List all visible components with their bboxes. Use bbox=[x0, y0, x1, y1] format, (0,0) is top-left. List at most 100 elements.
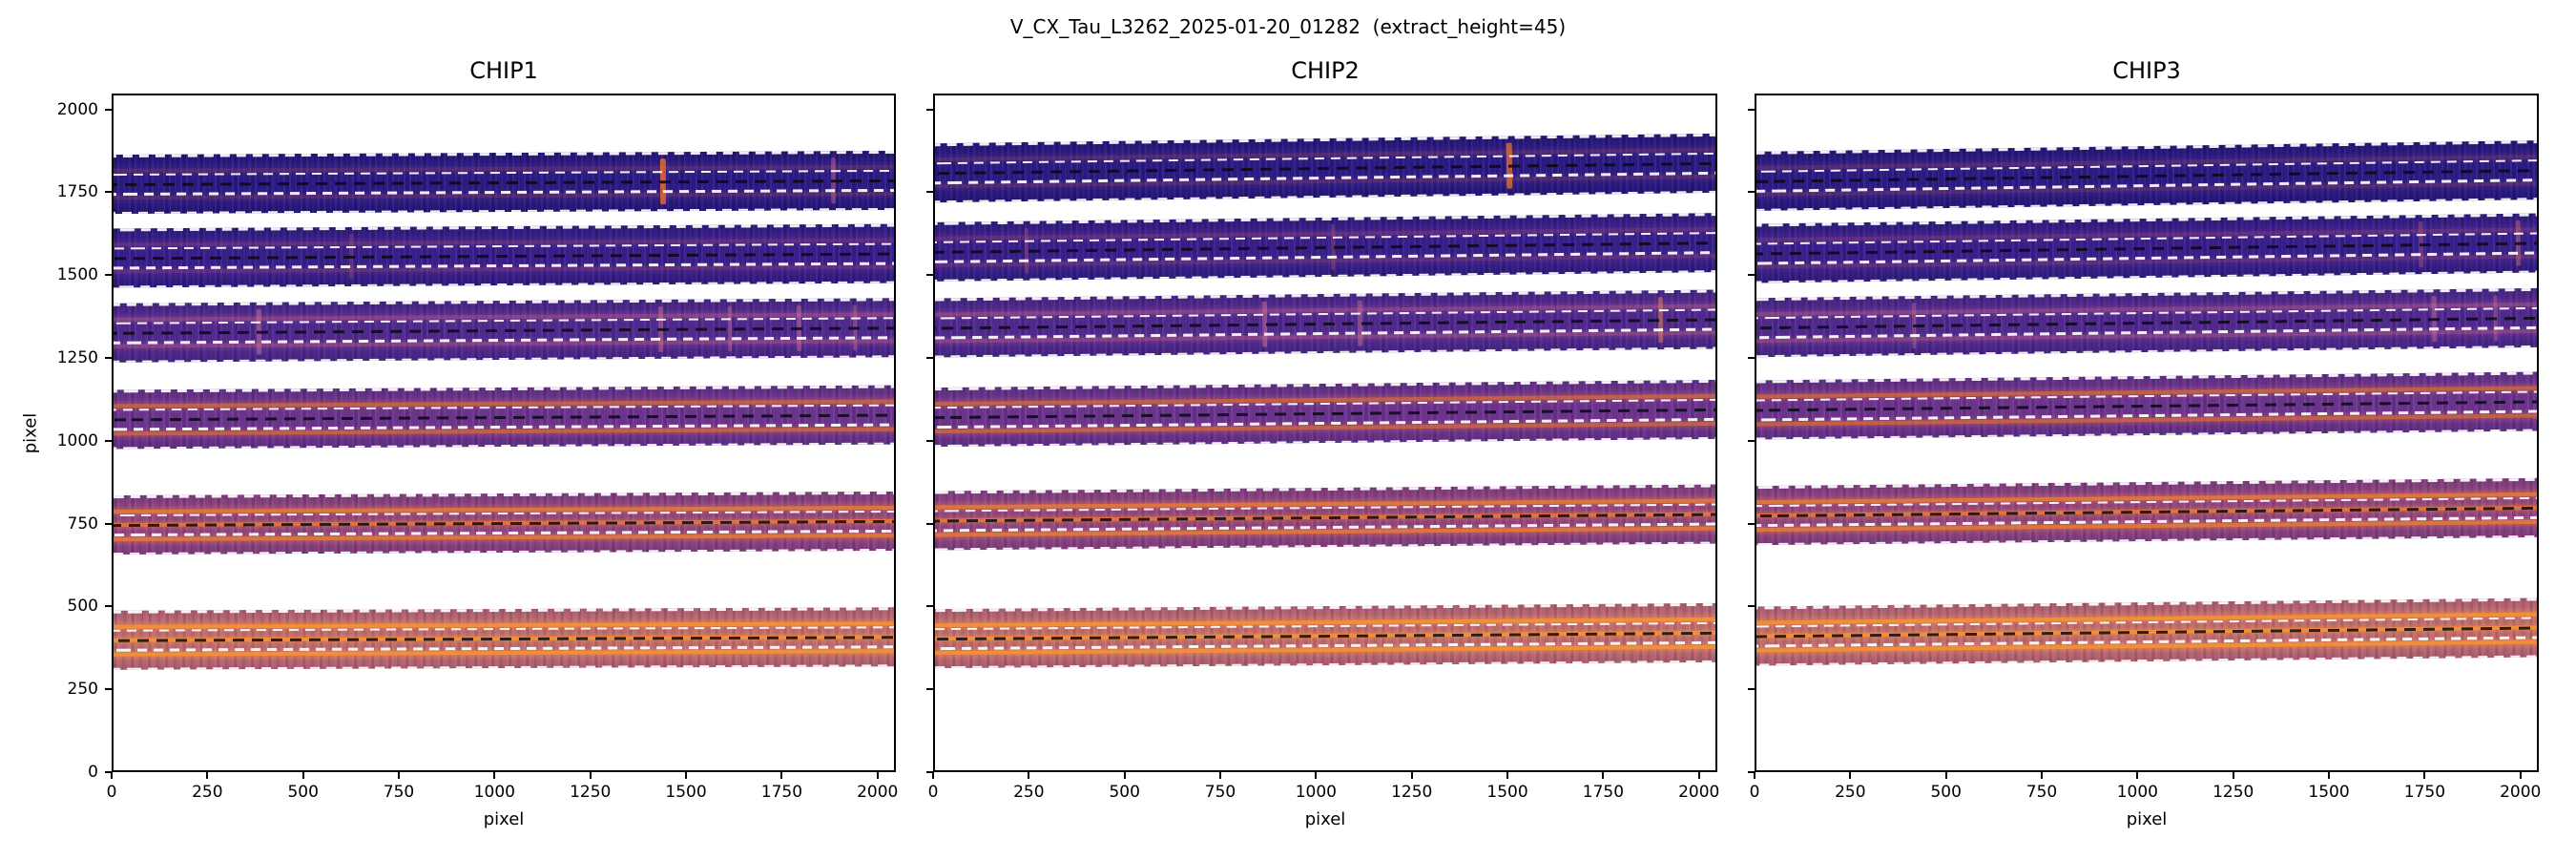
order-band bbox=[114, 150, 894, 215]
y-tick bbox=[1748, 688, 1755, 691]
y-tick bbox=[926, 771, 933, 773]
order-band bbox=[935, 289, 1715, 359]
order-band bbox=[935, 133, 1715, 203]
trace-guide-white bbox=[114, 298, 894, 306]
order-band bbox=[114, 385, 894, 450]
x-axis-label: pixel bbox=[483, 809, 525, 829]
order-band bbox=[114, 298, 894, 364]
trace-guide-white bbox=[935, 190, 1715, 203]
trace-guide-white bbox=[935, 270, 1715, 283]
trace-center-black bbox=[114, 636, 894, 642]
x-tick-label: 750 bbox=[1204, 783, 1236, 802]
trace-guide-white bbox=[1756, 345, 2537, 358]
y-tick-label: 1500 bbox=[56, 265, 98, 285]
order-band bbox=[1756, 213, 2537, 284]
trace-guide-white bbox=[114, 664, 894, 671]
y-axis-label: pixel bbox=[20, 412, 41, 453]
x-tick bbox=[2328, 772, 2331, 779]
x-tick bbox=[1506, 772, 1509, 779]
order-band bbox=[935, 213, 1715, 283]
y-tick bbox=[1748, 191, 1755, 194]
x-tick-label: 1500 bbox=[2308, 783, 2350, 802]
plot-area bbox=[1755, 94, 2539, 772]
y-tick-label: 750 bbox=[67, 513, 98, 534]
x-tick-label: 1250 bbox=[570, 783, 612, 802]
y-tick bbox=[926, 108, 933, 111]
x-tick bbox=[589, 772, 592, 779]
trace-guide-white bbox=[1756, 371, 2537, 383]
trace-guide-white bbox=[114, 355, 894, 364]
y-tick bbox=[926, 688, 933, 691]
trace-center-black bbox=[1756, 399, 2537, 412]
y-tick-label: 2000 bbox=[56, 99, 98, 119]
x-tick bbox=[780, 772, 783, 779]
x-tick bbox=[206, 772, 209, 779]
trace-guide-white bbox=[1756, 287, 2537, 301]
x-tick bbox=[493, 772, 496, 779]
x-tick-label: 2000 bbox=[2500, 783, 2542, 802]
x-tick bbox=[301, 772, 304, 779]
x-axis-label: pixel bbox=[1304, 809, 1346, 829]
order-band bbox=[1756, 287, 2537, 358]
x-tick bbox=[1944, 772, 1947, 779]
y-tick bbox=[1748, 522, 1755, 525]
x-tick bbox=[876, 772, 879, 779]
x-tick-label: 1500 bbox=[1486, 783, 1528, 802]
x-tick-label: 250 bbox=[1835, 783, 1866, 802]
y-tick bbox=[105, 274, 112, 277]
order-band bbox=[1756, 371, 2537, 440]
y-tick bbox=[105, 191, 112, 194]
trace-center-black bbox=[1756, 506, 2537, 517]
trace-guide-white bbox=[114, 151, 894, 157]
trace-center-black bbox=[114, 178, 894, 186]
trace-guide-white bbox=[935, 289, 1715, 302]
y-tick bbox=[926, 357, 933, 360]
x-tick-label: 1000 bbox=[473, 783, 515, 802]
x-tick-label: 500 bbox=[287, 783, 319, 802]
x-tick bbox=[1315, 772, 1318, 779]
trace-guide-white bbox=[1756, 477, 2537, 489]
y-tick-label: 500 bbox=[67, 597, 98, 617]
y-tick bbox=[1748, 439, 1755, 442]
y-tick-label: 1750 bbox=[56, 182, 98, 202]
x-tick-label: 750 bbox=[2025, 783, 2058, 802]
trace-guide-white bbox=[114, 607, 894, 614]
y-tick bbox=[1748, 108, 1755, 111]
x-tick bbox=[111, 772, 113, 779]
panel-chip1: CHIP1 0 250 500 750 1000 1250 1500 1750 2000 0 250 5… bbox=[57, 0, 899, 859]
trace-center-black bbox=[935, 318, 1715, 330]
x-tick-label: 500 bbox=[1109, 783, 1140, 802]
x-tick bbox=[1697, 772, 1700, 779]
y-tick bbox=[105, 357, 112, 360]
trace-guide-white bbox=[1756, 597, 2537, 610]
order-band bbox=[935, 379, 1715, 448]
trace-guide-white bbox=[1756, 197, 2537, 212]
y-tick bbox=[1748, 274, 1755, 277]
y-tick bbox=[926, 191, 933, 194]
x-tick-label: 1750 bbox=[760, 783, 803, 802]
trace-guide-white bbox=[1756, 655, 2537, 667]
y-tick bbox=[926, 274, 933, 277]
y-tick bbox=[926, 439, 933, 442]
trace-guide-white bbox=[935, 540, 1715, 551]
x-tick-label: 500 bbox=[1930, 783, 1962, 802]
trace-guide-white bbox=[935, 133, 1715, 147]
y-tick bbox=[105, 108, 112, 111]
y-tick-label: 0 bbox=[88, 763, 98, 782]
y-tick bbox=[105, 688, 112, 691]
x-tick-label: 0 bbox=[1749, 783, 1760, 802]
x-tick-label: 2000 bbox=[1678, 783, 1720, 802]
trace-guide-white bbox=[1756, 534, 2537, 546]
x-tick-label: 1000 bbox=[1295, 783, 1337, 802]
x-tick bbox=[1602, 772, 1605, 779]
order-band bbox=[114, 607, 894, 671]
panel-chip3: CHIP3 0 250 500 750 1000 1250 1500 1750 2000 pixel bbox=[1748, 0, 2541, 859]
y-tick bbox=[926, 605, 933, 608]
order-band bbox=[114, 223, 894, 289]
x-tick-label: 0 bbox=[927, 783, 939, 802]
trace-guide-white bbox=[114, 385, 894, 392]
y-tick bbox=[1748, 357, 1755, 360]
x-tick bbox=[932, 772, 934, 779]
x-tick bbox=[2136, 772, 2139, 779]
